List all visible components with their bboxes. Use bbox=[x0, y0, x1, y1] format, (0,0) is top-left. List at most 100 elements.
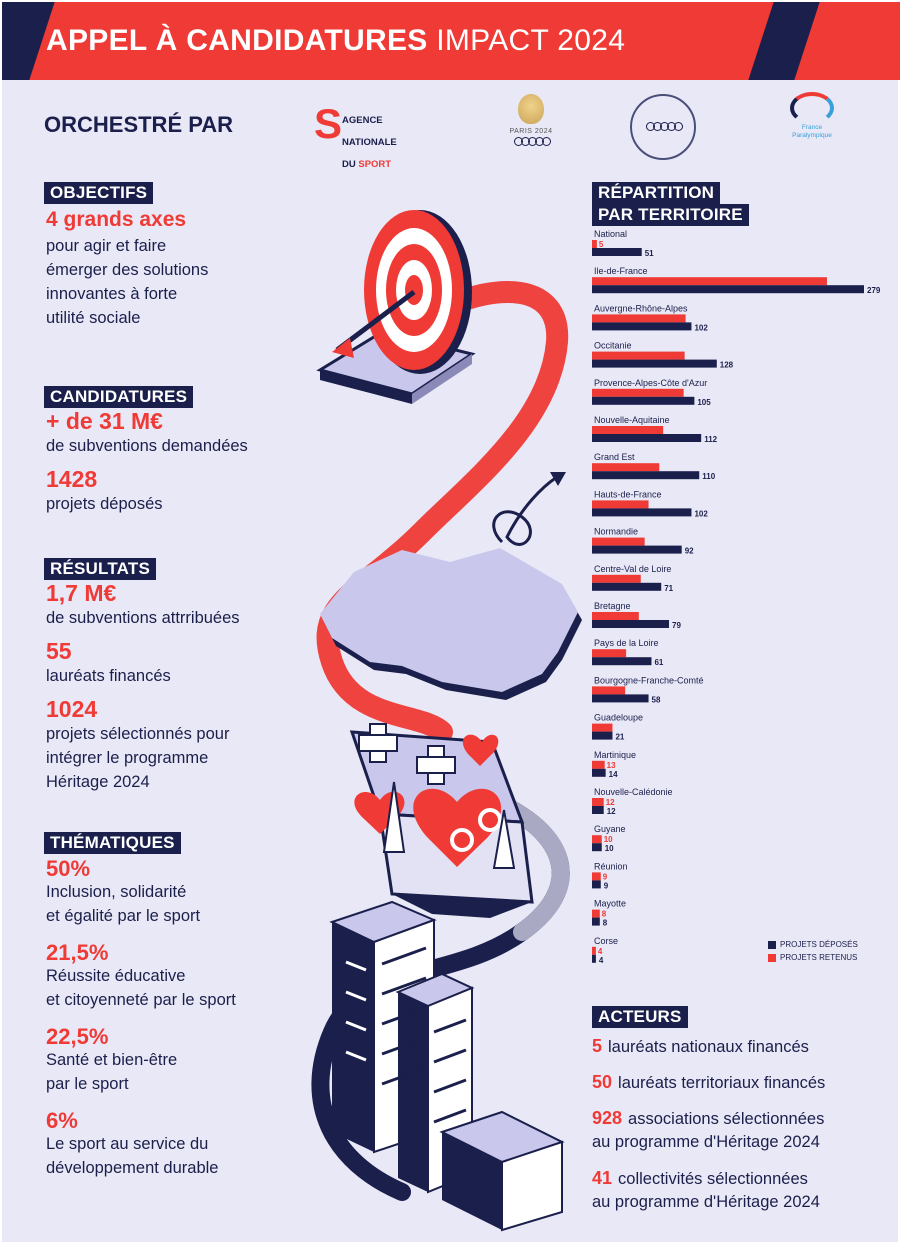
header-banner: APPEL À CANDIDATURES IMPACT 2024 bbox=[2, 2, 900, 80]
bar-retenus bbox=[592, 686, 626, 695]
cnosf-rings-icon bbox=[632, 122, 694, 131]
category-label: Centre-Val de Loire bbox=[594, 564, 671, 574]
acteur-line: 5 lauréats nationaux financés bbox=[592, 1034, 809, 1059]
buildings-icon bbox=[329, 900, 565, 1232]
objectifs-desc-line: pour agir et faire bbox=[46, 237, 167, 255]
value-label-deposes: 79 bbox=[672, 621, 681, 630]
value-label-retenus: 58 bbox=[638, 500, 647, 509]
page-title: APPEL À CANDIDATURES IMPACT 2024 bbox=[46, 24, 625, 58]
value-label-deposes: 12 bbox=[607, 807, 616, 816]
legend-swatch bbox=[768, 953, 776, 962]
bar-deposes bbox=[592, 508, 692, 517]
acteur-line: 928 associations sélectionnées bbox=[592, 1106, 824, 1131]
value-label-retenus: 35 bbox=[615, 649, 624, 658]
value-label-retenus: 96 bbox=[675, 314, 684, 323]
value-label-deposes: 51 bbox=[645, 249, 654, 258]
value-label-deposes: 105 bbox=[697, 398, 711, 407]
category-label: Hauts-de-France bbox=[594, 489, 662, 499]
winding-path bbox=[316, 281, 569, 743]
value-label-retenus: 10 bbox=[604, 835, 613, 844]
bar-retenus bbox=[592, 649, 627, 658]
category-label: Pays de la Loire bbox=[594, 638, 659, 648]
thematique-desc-line: Le sport au service du bbox=[46, 1135, 209, 1153]
value-label-deposes: 110 bbox=[702, 472, 715, 481]
thematique-desc-line: développement durable bbox=[46, 1159, 219, 1177]
bar-deposes bbox=[592, 545, 682, 554]
bar-retenus bbox=[592, 909, 600, 918]
bar-retenus bbox=[592, 240, 597, 248]
objectifs-desc-line: utilité sociale bbox=[46, 309, 141, 327]
objectifs-desc-line: émerger des solutions bbox=[46, 261, 209, 279]
bar-deposes bbox=[592, 620, 670, 628]
category-label: Nouvelle-Aquitaine bbox=[594, 415, 670, 425]
resultats-stat3-desc: projets sélectionnés pour intégrer le pr… bbox=[46, 722, 229, 794]
value-label-deposes: 92 bbox=[685, 547, 694, 556]
bar-deposes bbox=[592, 731, 613, 740]
value-label-deposes: 128 bbox=[720, 361, 734, 370]
bar-deposes bbox=[592, 768, 606, 777]
value-label-retenus: 48 bbox=[628, 612, 637, 621]
olympic-rings-icon bbox=[496, 137, 566, 146]
resultats-stat3-line: Héritage 2024 bbox=[46, 773, 150, 791]
resultats-stat3-line: intégrer le programme bbox=[46, 749, 209, 767]
bar-deposes bbox=[592, 657, 652, 666]
france-map-icon bbox=[320, 548, 582, 700]
thematique-desc-line: par le sport bbox=[46, 1075, 129, 1093]
bar-retenus bbox=[592, 760, 605, 769]
resultats-stat3-value: 1024 bbox=[46, 696, 98, 722]
agitos-icon bbox=[790, 92, 834, 124]
value-label-deposes: 14 bbox=[609, 770, 618, 779]
winding-path-grey bbox=[311, 783, 570, 1201]
orchestre-label: ORCHESTRÉ PAR bbox=[44, 112, 234, 137]
acteur-num: 5 bbox=[592, 1036, 603, 1056]
candidatures-stat2-value: 1428 bbox=[46, 466, 98, 492]
value-label-deposes: 9 bbox=[604, 881, 609, 890]
bar-deposes bbox=[592, 396, 695, 405]
thematique-desc-line: Inclusion, solidarité bbox=[46, 883, 187, 901]
bar-deposes bbox=[592, 359, 717, 368]
bar-retenus bbox=[592, 537, 645, 546]
acteur-line: 50 lauréats territoriaux financés bbox=[592, 1070, 825, 1095]
thematique-pct: 22,5% bbox=[46, 1024, 109, 1049]
category-label: National bbox=[594, 229, 627, 239]
legend-label: PROJETS RETENUS bbox=[780, 953, 858, 962]
value-label-deposes: 61 bbox=[654, 658, 663, 667]
header-stripe-right bbox=[748, 2, 820, 80]
acteur-text: lauréats nationaux financés bbox=[608, 1038, 809, 1056]
acteur-line-2: au programme d'Héritage 2024 bbox=[592, 1193, 820, 1211]
value-label-deposes: 8 bbox=[603, 919, 608, 928]
bar-retenus bbox=[592, 612, 639, 620]
category-label: Ile-de-France bbox=[594, 266, 648, 276]
bar-retenus bbox=[592, 351, 685, 360]
value-label-retenus: 69 bbox=[648, 463, 657, 472]
value-label-retenus: 73 bbox=[652, 426, 661, 435]
bar-retenus bbox=[592, 314, 686, 323]
category-label: Corse bbox=[594, 936, 618, 946]
category-label: Martinique bbox=[594, 750, 636, 760]
bar-deposes bbox=[592, 843, 602, 852]
bar-retenus bbox=[592, 946, 596, 955]
value-label-retenus: 95 bbox=[674, 352, 683, 361]
value-label-retenus: 8 bbox=[602, 910, 607, 919]
acteur-num: 928 bbox=[592, 1108, 623, 1128]
acteur-line-2: au programme d'Héritage 2024 bbox=[592, 1133, 820, 1151]
value-label-retenus: 54 bbox=[634, 538, 643, 547]
france-paralympique-logo: France Paralympique bbox=[782, 92, 842, 158]
ans-line3: DU SPORT bbox=[342, 159, 397, 170]
bar-deposes bbox=[592, 806, 604, 814]
value-label-retenus: 13 bbox=[607, 761, 616, 770]
acteur-num: 50 bbox=[592, 1072, 613, 1092]
category-label: Occitanie bbox=[594, 341, 632, 351]
bar-retenus bbox=[592, 463, 660, 472]
value-label-deposes: 71 bbox=[664, 584, 673, 593]
bar-deposes bbox=[592, 694, 649, 703]
repartition-label-2: PAR TERRITOIRE bbox=[592, 204, 749, 226]
thematique-desc-line: et citoyenneté par le sport bbox=[46, 991, 236, 1009]
paris-logo-text: PARIS 2024 bbox=[509, 128, 553, 135]
thematique-desc: Inclusion, solidarité et égalité par le … bbox=[46, 880, 200, 928]
bar-deposes bbox=[592, 434, 702, 442]
thematique-pct: 6% bbox=[46, 1108, 78, 1133]
value-label-deposes: 10 bbox=[605, 844, 614, 853]
target-platform bbox=[316, 330, 476, 396]
